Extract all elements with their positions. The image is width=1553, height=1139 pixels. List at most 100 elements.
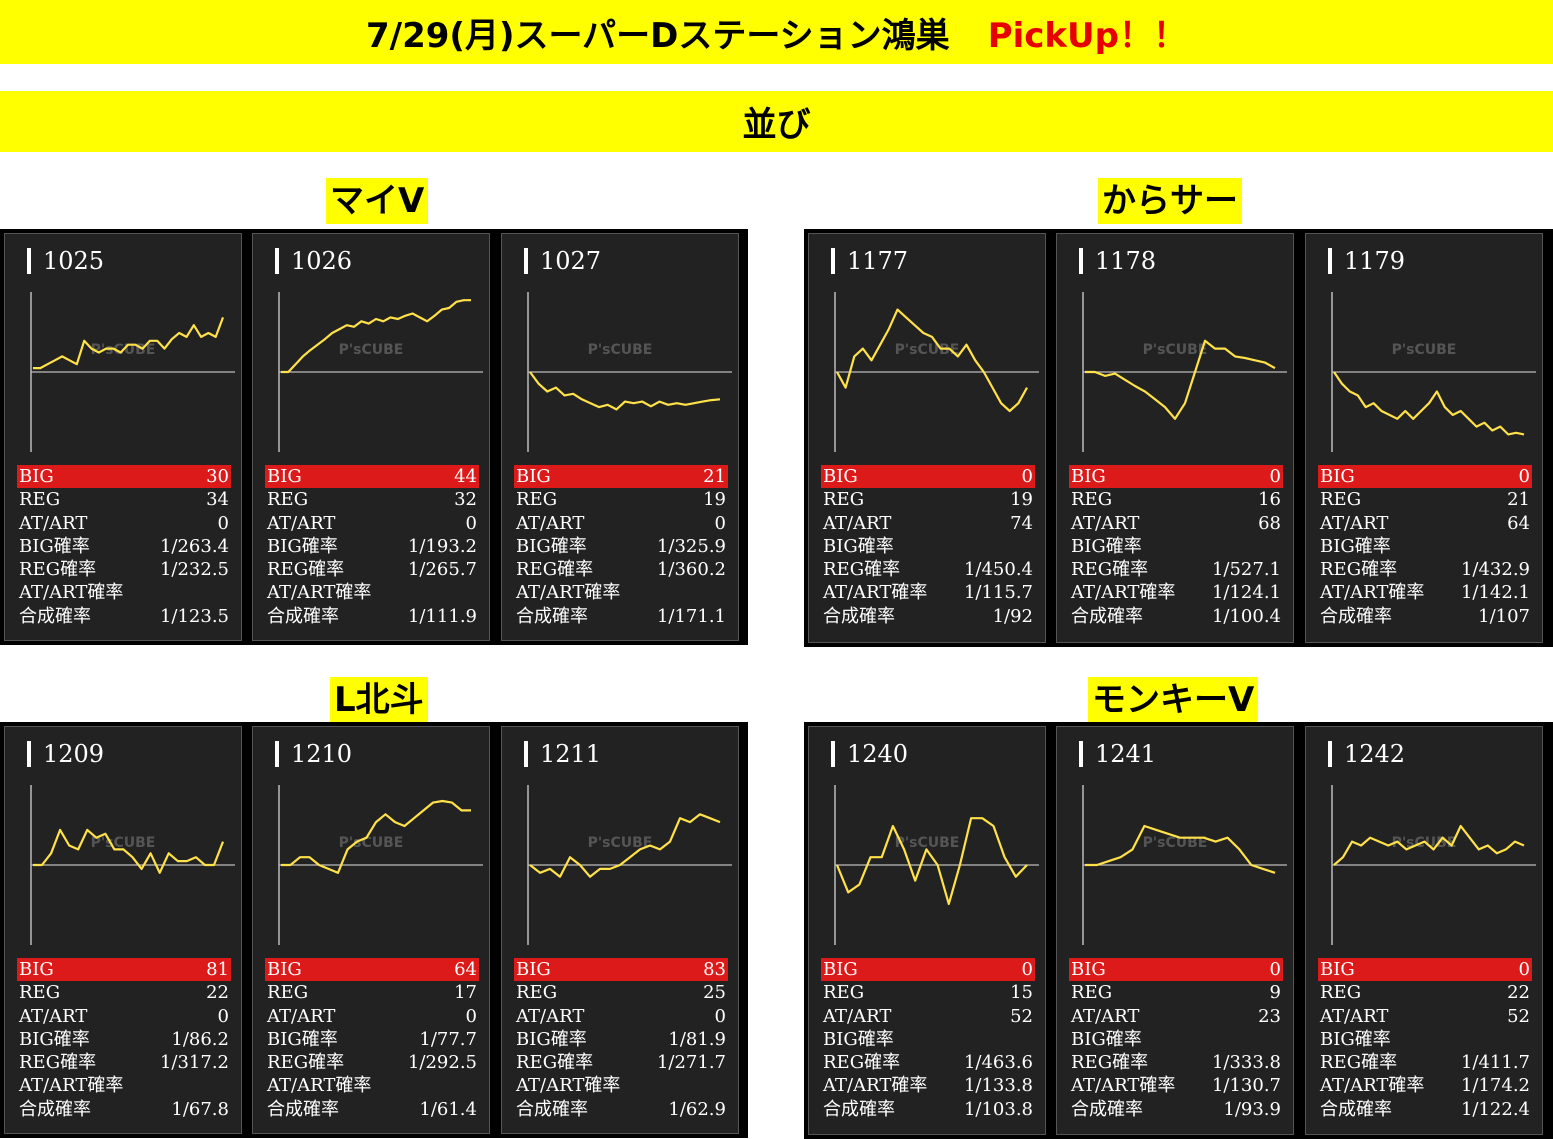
stats-table: BIG 0 REG 19 AT/ART 74 BIG確率 REG確率 1/450.4 AT/ART…: [821, 465, 1035, 628]
trend-chart: P'sCUBE: [834, 292, 1039, 452]
stat-value: 1/432.9: [1460, 559, 1530, 581]
stat-row-total-rate: 合成確率 1/103.8: [821, 1098, 1035, 1121]
stat-value: 74: [1010, 512, 1033, 534]
machine-card[interactable]: 1026 P'sCUBE BIG 44 REG 32 AT/ART 0 BIG確率 1/193.2…: [252, 233, 490, 641]
machine-number: 1177: [831, 248, 908, 274]
machine-number: 1211: [524, 741, 601, 767]
stat-label: 合成確率: [823, 1098, 895, 1120]
stat-row-big-rate: BIG確率: [1069, 1028, 1283, 1051]
stat-label: BIG: [516, 959, 551, 980]
stat-value: 64: [1507, 512, 1530, 534]
trend-chart: P'sCUBE: [527, 785, 732, 945]
stat-label: REG: [823, 982, 865, 1004]
trend-chart: P'sCUBE: [1082, 785, 1287, 945]
stat-value: 1/62.9: [668, 1098, 726, 1120]
machine-card[interactable]: 1242 P'sCUBE BIG 0 REG 22 AT/ART 52 BIG確率 REG確率 1/…: [1305, 726, 1543, 1135]
trend-line: [529, 813, 721, 878]
machine-card[interactable]: 1241 P'sCUBE BIG 0 REG 9 AT/ART 23 BIG確率 REG確率 1/3…: [1056, 726, 1294, 1135]
machine-number: 1026: [275, 248, 352, 274]
stat-row-big: BIG 0: [821, 465, 1035, 489]
stat-row-reg-rate: REG確率 1/292.5: [265, 1051, 479, 1074]
stats-table: BIG 0 REG 9 AT/ART 23 BIG確率 REG確率 1/333.8 AT/ART確…: [1069, 958, 1283, 1121]
stat-row-at-rate: AT/ART確率: [17, 581, 231, 604]
stat-label: AT/ART確率: [1320, 582, 1425, 604]
stat-label: 合成確率: [19, 1098, 91, 1120]
stat-row-reg-rate: REG確率 1/411.7: [1318, 1051, 1532, 1074]
stat-label: AT/ART確率: [1071, 582, 1176, 604]
group-label: モンキーV: [1088, 677, 1259, 723]
stat-label: AT/ART確率: [19, 582, 124, 604]
machine-card[interactable]: 1177 P'sCUBE BIG 0 REG 19 AT/ART 74 BIG確率 REG確率 1/…: [808, 233, 1046, 643]
machine-card[interactable]: 1211 P'sCUBE BIG 83 REG 25 AT/ART 0 BIG確率 1/81.9 R…: [501, 726, 739, 1134]
machine-card[interactable]: 1209 P'sCUBE BIG 81 REG 22 AT/ART 0 BIG確率 1/86.2 R…: [4, 726, 242, 1134]
stat-row-big-rate: BIG確率: [821, 535, 1035, 558]
watermark-logo: P'sCUBE: [1392, 342, 1457, 358]
stat-value: 1/317.2: [159, 1052, 229, 1074]
machine-card[interactable]: 1025 P'sCUBE BIG 30 REG 34 AT/ART 0 BIG確率 1/263.4…: [4, 233, 242, 641]
watermark-logo: P'sCUBE: [91, 835, 156, 851]
stat-row-at-rate: AT/ART確率 1/142.1: [1318, 581, 1532, 604]
stat-row-big-rate: BIG確率 1/86.2: [17, 1028, 231, 1051]
machine-number: 1025: [27, 248, 104, 274]
stat-label: AT/ART確率: [267, 582, 372, 604]
stat-row-reg-rate: REG確率 1/432.9: [1318, 558, 1532, 581]
machine-card[interactable]: 1210 P'sCUBE BIG 64 REG 17 AT/ART 0 BIG確率 1/77.7 R…: [252, 726, 490, 1134]
stat-row-reg: REG 32: [265, 488, 479, 511]
stat-row-reg: REG 34: [17, 488, 231, 511]
stat-row-total-rate: 合成確率 1/123.5: [17, 605, 231, 628]
stat-row-big: BIG 30: [17, 465, 231, 489]
stat-label: REG確率: [267, 559, 345, 581]
stat-row-at-rate: AT/ART確率: [265, 581, 479, 604]
slump-graph: P'sCUBE: [5, 777, 241, 949]
stat-label: 合成確率: [19, 605, 91, 627]
machine-card[interactable]: 1240 P'sCUBE BIG 0 REG 15 AT/ART 52 BIG確率 REG確率 1/…: [808, 726, 1046, 1135]
stat-label: BIG確率: [19, 1028, 90, 1050]
stat-label: REG: [19, 982, 61, 1004]
stat-row-big: BIG 44: [265, 465, 479, 489]
stat-label: AT/ART確率: [19, 1075, 124, 1097]
trend-line: [1333, 824, 1525, 866]
group-label: L北斗: [330, 677, 428, 723]
stat-label: AT/ART: [1071, 1005, 1140, 1027]
stat-row-big-rate: BIG確率 1/81.9: [514, 1028, 728, 1051]
machine-group: 1025 P'sCUBE BIG 30 REG 34 AT/ART 0 BIG確率 1/263.4…: [0, 229, 748, 645]
stat-label: REG: [516, 489, 558, 511]
trend-line: [281, 799, 471, 874]
stats-table: BIG 0 REG 22 AT/ART 52 BIG確率 REG確率 1/411.7 AT/ART…: [1318, 958, 1532, 1121]
stat-label: REG確率: [823, 559, 901, 581]
title-banner: 7/29(月)スーパーDステーション鴻巣 PickUp！！: [0, 0, 1553, 64]
stat-label: REG: [516, 982, 558, 1004]
group-label: マイV: [326, 178, 429, 224]
stat-row-reg-rate: REG確率 1/317.2: [17, 1051, 231, 1074]
stat-label: AT/ART: [823, 1005, 892, 1027]
stat-row-reg-rate: REG確率 1/360.2: [514, 558, 728, 581]
machine-card[interactable]: 1179 P'sCUBE BIG 0 REG 21 AT/ART 64 BIG確率 REG確率 1/…: [1305, 233, 1543, 643]
stat-row-at: AT/ART 68: [1069, 512, 1283, 535]
stat-row-big-rate: BIG確率: [1069, 535, 1283, 558]
stat-value: 1/450.4: [963, 559, 1033, 581]
machine-card[interactable]: 1027 P'sCUBE BIG 21 REG 19 AT/ART 0 BIG確率 1/325.9…: [501, 233, 739, 641]
stat-label: BIG: [267, 466, 302, 487]
machine-number: 1210: [275, 741, 352, 767]
machine-card[interactable]: 1178 P'sCUBE BIG 0 REG 16 AT/ART 68 BIG確率 REG確率 1/…: [1056, 233, 1294, 643]
stat-row-reg: REG 19: [821, 488, 1035, 511]
stat-value: 1/193.2: [407, 535, 477, 557]
stat-value: 0: [217, 512, 229, 534]
stat-row-total-rate: 合成確率 1/92: [821, 605, 1035, 628]
stat-label: 合成確率: [823, 605, 895, 627]
stat-label: 合成確率: [1071, 605, 1143, 627]
stat-label: AT/ART確率: [823, 582, 928, 604]
stat-value: 30: [206, 466, 229, 487]
stat-row-at: AT/ART 0: [17, 512, 231, 535]
stat-row-big: BIG 0: [821, 958, 1035, 982]
stat-value: 1/142.1: [1460, 582, 1530, 604]
stat-value: 1/115.7: [963, 582, 1033, 604]
stat-label: REG確率: [1071, 559, 1149, 581]
stat-row-at: AT/ART 52: [1318, 1005, 1532, 1028]
stat-value: 23: [1258, 1005, 1281, 1027]
stat-row-total-rate: 合成確率 1/61.4: [265, 1098, 479, 1121]
stat-row-at: AT/ART 0: [265, 1005, 479, 1028]
stat-value: 34: [206, 489, 229, 511]
watermark-logo: P'sCUBE: [339, 835, 404, 851]
stat-value: 1/171.1: [656, 605, 726, 627]
